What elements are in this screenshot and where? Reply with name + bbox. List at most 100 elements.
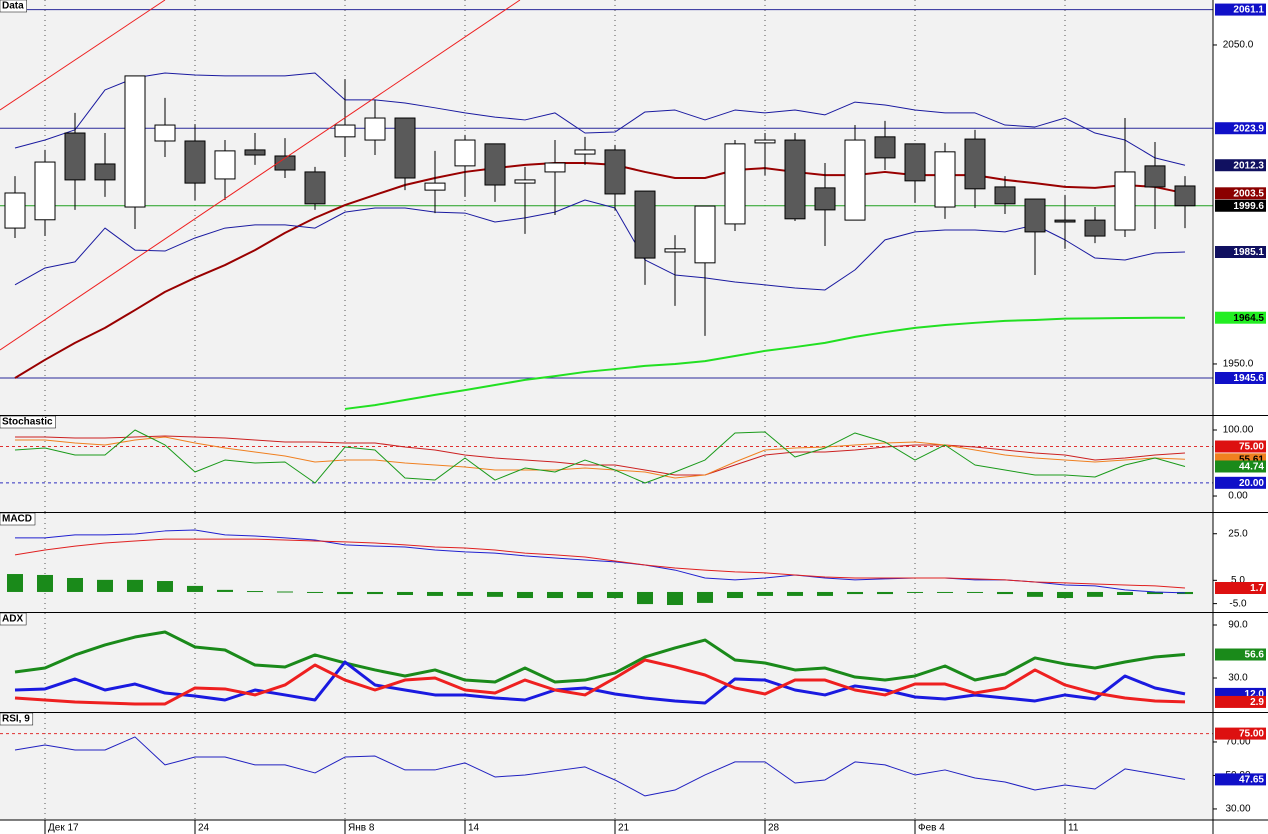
candle-body [874,136,896,159]
panel-axis: 25.0 5.0 -5.01.7 [0,512,1268,609]
value-box [1215,648,1266,661]
panel-title-text: ADX [2,614,23,625]
panel-title-text: RSI, 9 [2,714,30,725]
series-line [14,630,1186,684]
histogram-bar [1087,591,1103,597]
histogram-bar [307,591,323,593]
histogram-bar [817,591,833,596]
histogram-bar [907,591,923,593]
value-box [1215,727,1266,740]
candle-body [64,132,86,181]
series-line [14,162,1186,379]
value-box-label: 1999.6 [1233,201,1264,212]
histogram-bar [1177,591,1193,595]
histogram-bar [1057,591,1073,599]
histogram-bar [937,591,953,593]
x-tick-label: 24 [198,823,210,834]
value-box [1215,460,1266,473]
candle-body [1144,165,1166,188]
histogram-bar [427,591,443,596]
histogram-bar [1117,591,1133,595]
candle-body [994,186,1016,205]
candle-body [484,143,506,186]
panel-title: MACD [0,512,36,526]
y-tick-label: 90.0 [1228,620,1248,631]
y-tick-label: 1950.0 [1223,359,1254,370]
histogram-bar [247,591,263,593]
series-line [14,538,1186,589]
value-box [1215,695,1266,708]
panel-title: Data [0,0,27,13]
histogram-bar [547,591,563,599]
candle-body [964,138,986,190]
value-box-label: 12.0 [1245,689,1265,700]
value-box [1215,311,1266,324]
candle-body [574,149,596,155]
series-line [14,199,1186,291]
series-line [14,736,1186,797]
trend-line [0,0,521,351]
x-tick-label: Дек 17 [48,823,79,834]
candle-body [184,140,206,184]
candle-body [214,150,236,180]
candle-body [244,149,266,156]
y-tick-label: 30.00 [1225,804,1250,815]
candle-body [784,139,806,220]
value-box-label: 2061.1 [1233,5,1264,16]
series-line [15,436,1186,479]
panel [0,713,1213,820]
panel-title-box [0,512,36,526]
candle-body [1114,171,1136,231]
histogram-bar [367,591,383,595]
series-line [14,72,1186,166]
histogram-bar [1147,591,1163,595]
candle-body [394,117,416,179]
panel [0,0,1213,415]
histogram-bar [67,577,83,592]
value-box-label: 2012.3 [1233,160,1264,171]
value-box-label: 1945.6 [1233,373,1264,384]
panel-title: Stochastic [0,415,56,429]
histogram-bar [517,591,533,599]
candle-body [1054,219,1076,223]
x-tick-label: 11 [1068,823,1079,834]
value-box-label: 56.6 [1245,650,1265,661]
histogram-bar [157,581,173,592]
histogram-bar [787,591,803,596]
y-tick-label: 70.00 [1225,737,1250,748]
candle-body [844,139,866,221]
panel-title-box [0,415,56,429]
histogram-bar [337,591,353,595]
histogram-bar [607,591,623,599]
series-line [344,316,1185,410]
candle-body [814,187,836,211]
candle-body [724,143,746,225]
value-box [1215,159,1266,172]
value-box [1215,773,1266,786]
x-tick-label: Фев 4 [918,823,945,834]
panel-title: RSI, 9 [0,712,34,726]
candle-body [544,162,566,173]
candle-body [604,149,626,195]
candle-body [454,139,476,167]
histogram-bar [97,579,113,592]
candle-body [34,161,56,221]
x-tick-label: 28 [768,823,780,834]
series-line [14,660,1186,705]
candle-body [94,163,116,181]
panel-title-text: Stochastic [2,417,53,428]
histogram-bar [577,591,593,599]
y-tick-label: 30.0 [1228,673,1248,684]
value-box-label: 1985.1 [1233,247,1264,258]
trend-line [0,0,166,111]
panel [0,416,1213,512]
candle-body [904,143,926,182]
value-box [1215,371,1266,384]
candle-body [334,124,356,138]
candle-body [664,248,686,253]
y-tick-label: 2050.0 [1223,40,1254,51]
histogram-bar [727,591,743,599]
